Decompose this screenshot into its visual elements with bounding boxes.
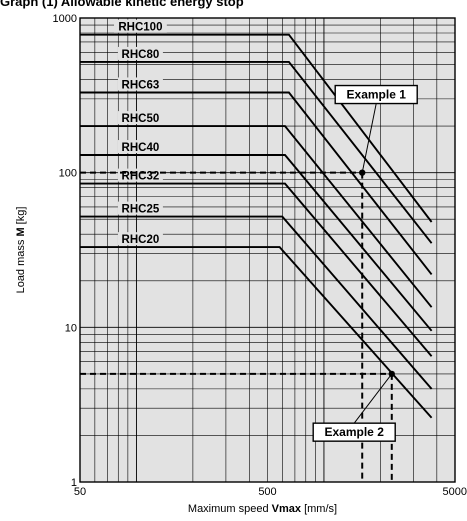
x-tick-label: 5000	[443, 486, 467, 498]
example-2-leader	[353, 373, 393, 424]
example-1-leader	[361, 103, 377, 173]
chart-header-title: Graph (1) Allowable kinetic energy stop	[0, 0, 244, 9]
series-label-bg-rhc100	[114, 19, 167, 33]
example-2-box	[312, 422, 396, 442]
series-label-bg-rhc40	[117, 140, 163, 154]
series-label-rhc63: RHC63	[122, 79, 160, 91]
y-tick-label: 1000	[53, 13, 77, 25]
series-label-bg-rhc50	[117, 111, 163, 125]
y-tick-label: 10	[65, 322, 77, 334]
series-line-rhc20	[80, 246, 433, 419]
series-line-rhc25	[80, 215, 433, 390]
example-2-label: Example 2	[325, 425, 385, 439]
series-label-bg-rhc20	[117, 232, 163, 246]
series-label-bg-rhc80	[117, 46, 163, 60]
series-line-rhc80	[80, 60, 433, 244]
series-line-rhc50	[80, 125, 433, 308]
x-tick-label: 500	[258, 486, 276, 498]
x-tick-label: 50	[74, 486, 86, 498]
example-1-point	[359, 169, 366, 176]
series-line-rhc100	[80, 33, 433, 223]
series-line-rhc40	[80, 154, 433, 332]
plot-frame	[79, 17, 456, 483]
series-label-bg-rhc25	[117, 201, 163, 215]
series-label-bg-rhc63	[117, 77, 163, 91]
y-tick-label: 1	[71, 477, 77, 489]
example-1-label: Example 1	[347, 88, 407, 102]
series-label-rhc20: RHC20	[122, 234, 160, 246]
series-label-rhc80: RHC80	[122, 49, 160, 61]
series-label-rhc40: RHC40	[122, 142, 160, 154]
example-1-box	[334, 84, 418, 105]
series-label-rhc25: RHC25	[122, 204, 160, 216]
y-tick-label: 100	[59, 168, 77, 180]
y-axis-label: Load mass M [kg]	[15, 207, 27, 294]
series-line-rhc32	[80, 182, 433, 357]
series-label-rhc50: RHC50	[122, 113, 160, 125]
x-axis-label: Maximum speed Vmax [mm/s]	[188, 503, 337, 515]
series-label-rhc100: RHC100	[118, 22, 162, 34]
series-line-rhc63	[80, 91, 433, 275]
